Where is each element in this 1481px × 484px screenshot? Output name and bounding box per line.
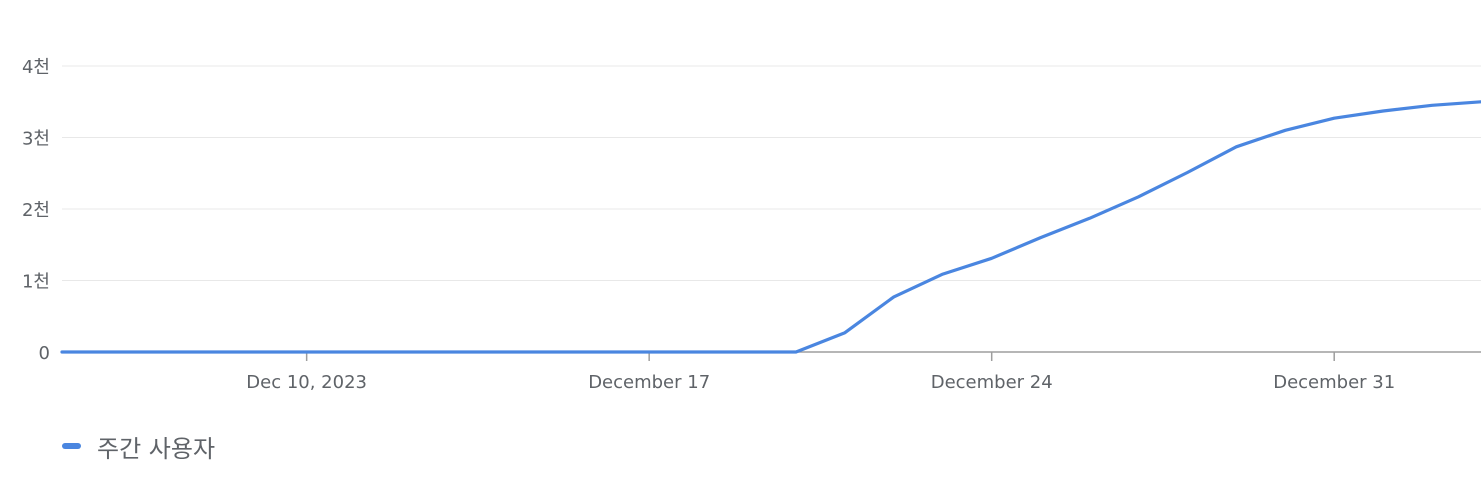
y-tick-label: 3천	[22, 129, 50, 150]
y-axis-tick-labels: 0 1천 2천 3천 4천	[22, 57, 50, 364]
gridlines	[62, 65, 1481, 281]
legend-swatch	[62, 443, 81, 449]
y-tick-label: 1천	[22, 272, 50, 293]
series-line	[60, 100, 1481, 354]
legend[interactable]: 주간 사용자	[62, 428, 215, 464]
x-tick-label: Dec 10, 2023	[246, 372, 367, 393]
x-tick-label: December 17	[588, 372, 710, 393]
legend-label: 주간 사용자	[97, 434, 216, 463]
y-tick-label: 4천	[22, 57, 50, 78]
x-tick-label: December 31	[1273, 372, 1395, 393]
series-lines	[60, 100, 1481, 354]
x-axis: Dec 10, 2023 December 17 December 24 Decemb…	[62, 351, 1481, 393]
x-tick-label: December 24	[931, 372, 1053, 393]
y-tick-label: 0	[39, 343, 50, 364]
y-tick-label: 2천	[22, 200, 50, 221]
